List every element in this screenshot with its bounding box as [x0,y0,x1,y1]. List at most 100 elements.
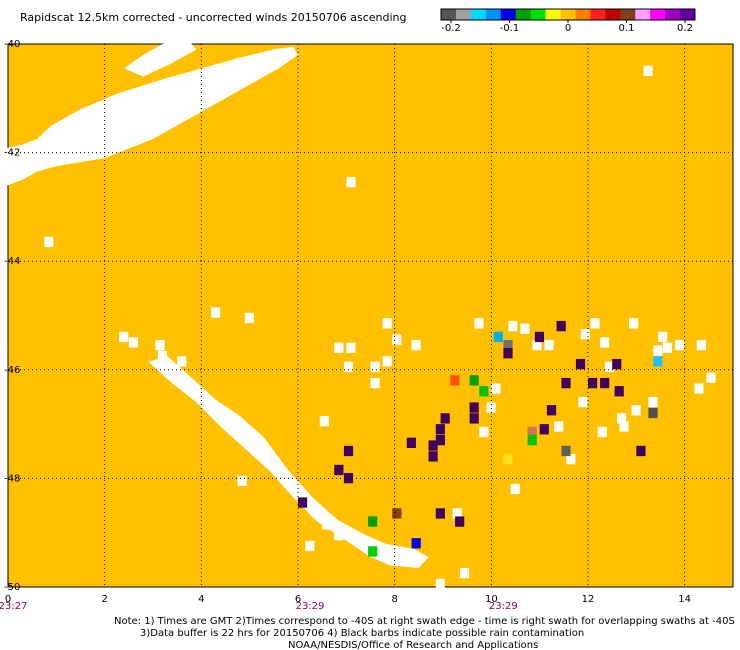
x-tick-labels: 0 2 4 6 8 10 12 14 [5,594,691,605]
colorbar-swatch [665,9,681,20]
wind-difference-cell [406,437,416,448]
y-tick-label: -46 [4,365,20,376]
no-data-cell [491,383,501,394]
y-tick-label: -44 [4,256,20,267]
no-data-cell [346,342,356,353]
no-data-cell [56,141,66,153]
footnote-line-2: 3)Data buffer is 22 hrs for 20150706 4) … [140,628,584,639]
wind-difference-cell [612,358,622,370]
swath-time-label: 23:27 [0,601,27,612]
wind-difference-cell [534,331,545,343]
time-labels: 23:27 23:29 23:29 [0,601,518,612]
x-tick-label: 0 [5,594,11,605]
wind-difference-cell [334,464,344,476]
wind-difference-cell [561,445,571,457]
colorbar-swatch [605,9,621,20]
colorbar-swatch [470,9,487,20]
colorbar-swatch [575,9,591,20]
colorbar-tick-label: 0 [565,23,571,34]
wind-difference-cell [343,445,354,457]
colorbar-swatch [500,9,517,20]
no-data-cell [237,475,247,487]
swath-time-label: 23:29 [489,601,518,612]
no-data-cell [510,483,520,495]
no-data-cell [211,307,221,318]
no-data-cell [619,421,629,432]
wind-difference-cell [527,426,537,438]
no-data-cell [411,339,421,351]
swath-time-label: 23:29 [296,601,325,612]
wind-difference-cell [546,405,557,416]
colorbar-swatch [590,9,606,20]
colorbar-swatch [545,9,562,20]
wind-difference-cell [368,546,378,557]
x-tick-label: 10 [485,594,498,605]
no-data-cell [643,65,653,77]
colorbar-swatch [650,9,666,20]
wind-difference-cell [653,356,663,367]
wind-difference-cell [428,451,438,462]
no-data-cell [544,339,554,351]
colorbar-swatch [635,9,651,20]
colorbar-swatch [455,9,472,20]
wind-difference-cell [368,516,378,527]
wind-difference-cell [556,320,566,332]
no-data-cell [177,356,187,367]
x-tick-label: 14 [678,594,691,605]
wind-difference-cell [392,508,402,519]
wind-difference-cell [503,339,513,351]
colorbar-swatch [530,9,547,20]
no-data-cell [459,567,470,579]
no-data-region [124,38,197,77]
wind-difference-cell [588,377,598,389]
wind-difference-cell [539,424,549,435]
no-data-cell [580,329,590,340]
wind-difference-cells [298,320,663,557]
no-data-cell [474,318,484,329]
wind-difference-cell [614,386,624,397]
no-data-cell [244,312,255,324]
no-data-cell [128,337,139,348]
wind-difference-cell [435,424,445,435]
y-tick-labels: -40 -42 -44 -46 -48 -50 [4,39,20,593]
no-data-cell [157,350,168,362]
x-tick-label: 6 [295,594,301,605]
no-data-cell [662,342,673,353]
x-tick-label: 12 [582,594,595,605]
no-data-cell [658,331,668,343]
chart-title: Rapidscat 12.5km corrected - uncorrected… [20,11,406,24]
wind-difference-cell [600,377,610,389]
wind-difference-cell [636,445,646,457]
no-data-cell [392,334,402,345]
no-data-cell [435,578,445,590]
wind-difference-cell [450,375,460,386]
no-data-cell [590,318,600,329]
colorbar-swatch [441,9,457,20]
no-data-cell [694,383,704,394]
y-tick-label: -42 [4,148,20,159]
x-tick-label: 4 [198,594,204,605]
no-data-cell [653,345,663,356]
no-data-cell [629,318,639,329]
wind-difference-cell [561,377,571,389]
no-data-cell [532,339,542,351]
colorbar-swatch [620,9,636,20]
wind-difference-cell [527,434,537,446]
footnote-line-3: NOAA/NESDIS/Office of Research and Appli… [288,640,538,650]
y-tick-label: -40 [4,39,20,50]
wind-difference-cell [648,407,658,419]
no-data-regions [0,38,716,590]
wind-difference-cell [455,516,465,527]
no-data-cell [554,421,564,432]
no-data-cell [486,402,496,413]
colorbar-swatch [560,9,576,20]
wind-difference-cell [469,375,479,386]
no-data-cell [319,415,329,427]
no-data-cell [305,540,315,552]
wind-difference-cell [503,453,513,465]
footnote-line-1: Note: 1) Times are GMT 2)Times correspon… [114,616,735,627]
y-tick-label: -50 [4,582,20,593]
no-data-cell [155,339,165,351]
no-data-cell [520,323,530,334]
